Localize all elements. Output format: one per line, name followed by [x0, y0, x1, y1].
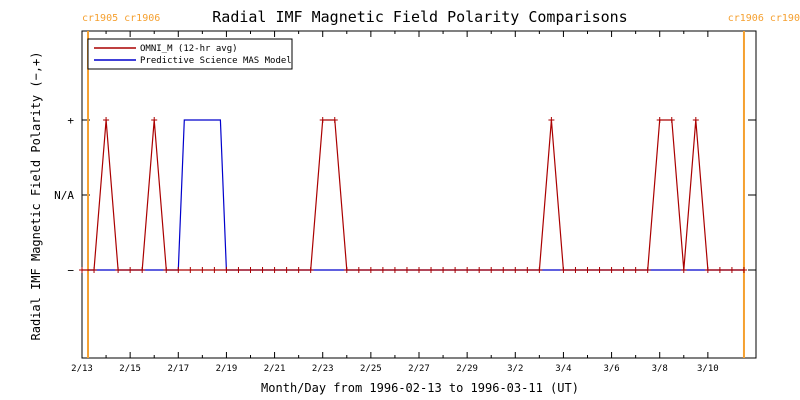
data-point-marker — [524, 267, 531, 273]
data-point-marker — [560, 267, 567, 273]
data-point-marker — [500, 267, 507, 273]
data-point-marker — [428, 267, 435, 273]
data-point-marker — [728, 267, 735, 273]
carrington-markers — [87, 31, 745, 358]
data-point-marker — [584, 267, 591, 273]
data-point-marker — [175, 267, 182, 273]
y-axis-label: Radial IMF Magnetic Field Polarity (−,+) — [29, 52, 43, 341]
data-point-marker — [211, 267, 218, 273]
data-point-marker — [319, 117, 326, 123]
x-tick-label: 2/27 — [408, 364, 430, 374]
data-point-marker — [379, 267, 386, 273]
data-point-marker — [127, 267, 134, 273]
data-point-marker — [548, 117, 555, 123]
x-tick-label: 2/19 — [216, 364, 238, 374]
x-tick-label: 2/13 — [71, 364, 93, 374]
x-tick-label: 2/23 — [312, 364, 334, 374]
data-point-marker — [247, 267, 254, 273]
data-point-marker — [199, 267, 206, 273]
data-point-marker — [464, 267, 471, 273]
data-point-marker — [331, 117, 338, 123]
data-point-marker — [620, 267, 627, 273]
x-tick-label: 2/25 — [360, 364, 382, 374]
data-point-marker — [488, 267, 495, 273]
series-line — [88, 119, 744, 271]
data-point-marker — [656, 117, 663, 123]
data-point-marker — [572, 267, 579, 273]
data-point-marker — [283, 267, 290, 273]
data-point-marker — [355, 267, 362, 273]
data-point-marker — [608, 267, 615, 273]
data-point-marker — [403, 267, 410, 273]
data-point-marker — [271, 267, 278, 273]
data-point-marker — [367, 267, 374, 273]
data-point-marker — [139, 267, 146, 273]
x-tick-label: 3/6 — [603, 364, 619, 374]
y-tick-label: + — [67, 114, 74, 127]
x-tick-label: 3/2 — [507, 364, 523, 374]
data-point-marker — [680, 267, 687, 273]
plot-frame — [81, 30, 757, 359]
legend-box — [87, 38, 293, 70]
data-point-marker — [416, 267, 422, 273]
legend-label-mas: Predictive Science MAS Model — [140, 56, 292, 66]
data-point-marker — [187, 267, 194, 273]
data-point-marker — [716, 267, 723, 273]
y-tick-label: − — [67, 264, 74, 277]
x-axis-label: Month/Day from 1996-02-13 to 1996-03-11 … — [261, 381, 579, 395]
data-point-marker — [740, 267, 747, 273]
series-layer — [79, 117, 747, 273]
data-point-marker — [440, 267, 447, 273]
data-point-marker — [632, 267, 639, 273]
chart-title: Radial IMF Magnetic Field Polarity Compa… — [212, 8, 627, 26]
axes: 2/13 2/15 2/17 2/19 2/21 2/23 2/25 2/27 2/29 3/2 3… — [54, 31, 756, 374]
data-point-marker — [704, 267, 711, 273]
data-point-marker — [692, 117, 699, 123]
legend: OMNI_M (12-hr avg) Predictive Science MA… — [87, 38, 293, 70]
data-point-marker — [512, 267, 519, 273]
cr-marker-right-label: cr1906 cr1907 — [728, 13, 800, 24]
data-point-marker — [91, 267, 98, 273]
x-tick-label: 2/17 — [167, 364, 189, 374]
x-tick-label: 3/4 — [555, 364, 571, 374]
data-point-marker — [259, 267, 266, 273]
x-tick-label: 2/21 — [264, 364, 286, 374]
data-point-marker — [476, 267, 483, 273]
data-point-marker — [115, 267, 122, 273]
x-tick-label: 2/29 — [456, 364, 478, 374]
data-point-marker — [596, 267, 603, 273]
data-point-marker — [343, 267, 350, 273]
data-point-marker — [307, 267, 314, 273]
cr-marker-left-label: cr1905 cr1906 — [82, 13, 160, 24]
data-point-marker — [644, 267, 651, 273]
data-point-marker — [163, 267, 170, 273]
y-tick-label: N/A — [54, 189, 74, 202]
data-point-marker — [668, 117, 675, 123]
data-point-marker — [103, 117, 110, 123]
data-point-marker — [391, 267, 398, 273]
legend-label-omni: OMNI_M (12-hr avg) — [140, 44, 238, 54]
data-point-marker — [536, 267, 543, 273]
data-point-marker — [223, 267, 230, 273]
x-tick-label: 3/8 — [652, 364, 668, 374]
data-point-marker — [235, 267, 242, 273]
data-point-marker — [295, 267, 302, 273]
x-tick-label: 2/15 — [119, 364, 141, 374]
data-point-marker — [452, 267, 459, 273]
data-point-marker — [79, 267, 85, 273]
data-point-marker — [151, 117, 158, 123]
x-tick-label: 3/10 — [697, 364, 719, 374]
